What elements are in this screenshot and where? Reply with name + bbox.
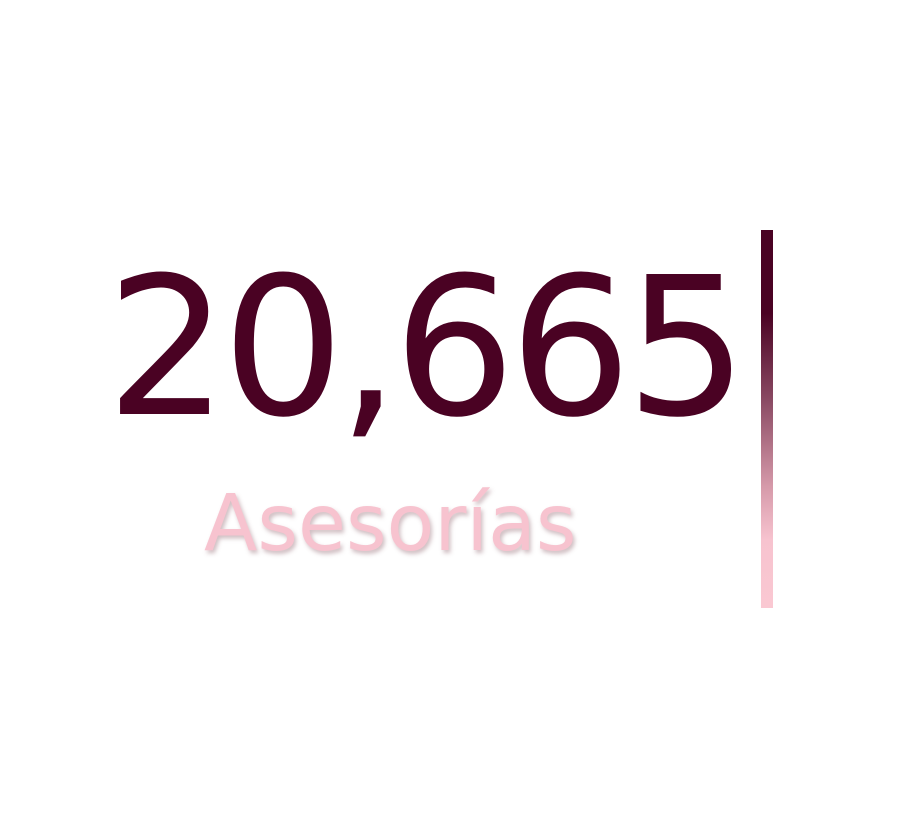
gradient-divider bbox=[761, 230, 773, 608]
stat-value: 20,665 bbox=[106, 237, 748, 460]
stat-label: Asesorías bbox=[204, 479, 577, 569]
